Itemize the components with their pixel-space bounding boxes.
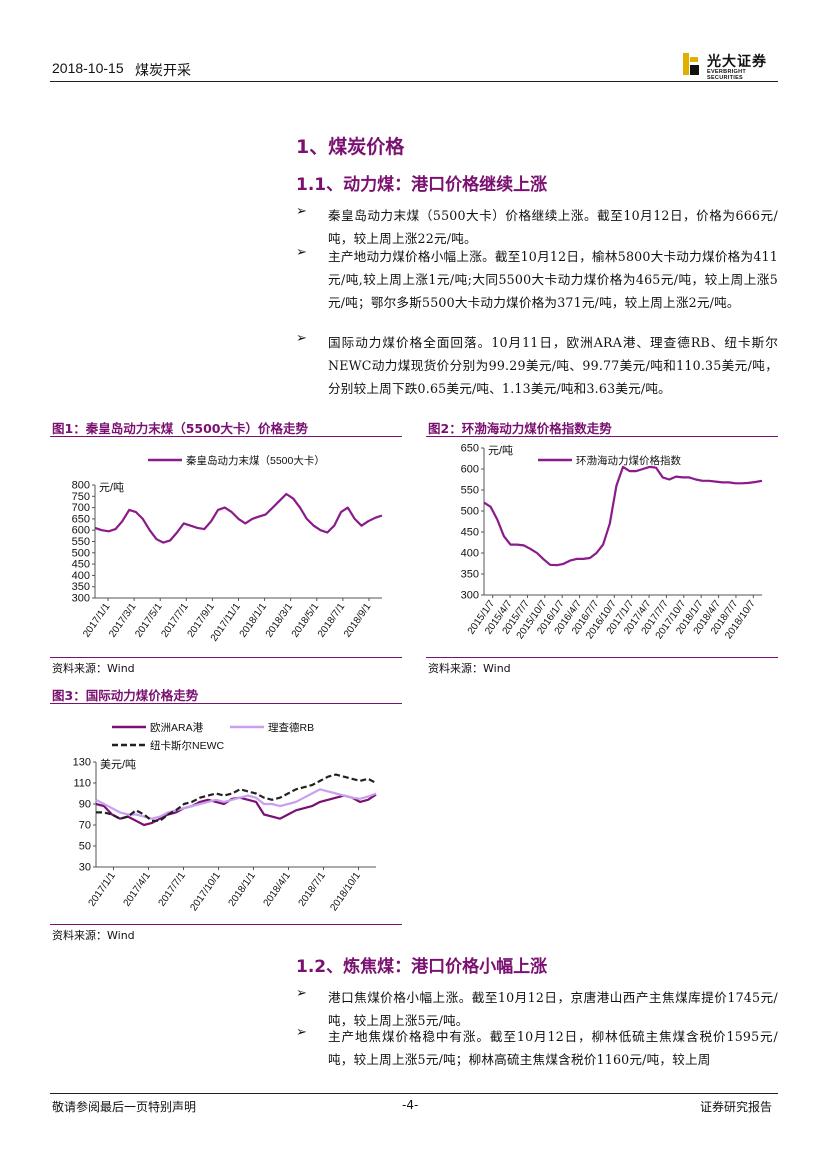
figure-3-title: 图3：国际动力煤价格走势 (52, 688, 199, 703)
chart-bohai-index: 3003504004505005506006502015/1/72015/4/7… (461, 443, 763, 641)
bullet-item: ➢ 秦皇岛动力末煤（5500大卡）价格继续上涨。截至10月12日，价格为666元… (296, 204, 778, 250)
figure-1-bottom-rule (50, 657, 402, 658)
subsection-heading-1-2: 1.2、炼焦煤：港口价格小幅上涨 (296, 957, 548, 977)
y-tick-label: 650 (461, 443, 479, 455)
bullet-arrow-icon: ➢ (296, 331, 307, 346)
y-tick-label: 110 (73, 778, 91, 790)
y-tick-label: 400 (461, 548, 479, 560)
bullet-text: 主产地焦煤价格稳中有涨。截至10月12日，柳林低硫主焦煤含税价1595元/吨，较… (328, 1029, 778, 1067)
bullet-item: ➢ 国际动力煤价格全面回落。10月11日，欧洲ARA港、理查德RB、纽卡斯尔NE… (296, 331, 778, 400)
bullet-text: 主产地动力煤价格小幅上涨。截至10月12日，榆林5800大卡动力煤价格为411元… (328, 249, 778, 310)
figure-1-title: 图1：秦皇岛动力末煤（5500大卡）价格走势 (52, 421, 308, 436)
figure-2-title: 图2：环渤海动力煤价格指数走势 (428, 421, 612, 436)
legend-label: 理查德RB (268, 721, 314, 734)
figure-2-bottom-rule (426, 657, 778, 658)
y-tick-label: 130 (73, 757, 91, 769)
y-tick-label: 700 (72, 502, 90, 514)
x-tick-label: 2018/10/1 (328, 870, 363, 913)
legend-label: 欧洲ARA港 (150, 722, 204, 734)
logo-text-en: EVERBRIGHT SECURITIES (707, 69, 747, 81)
y-tick-label: 800 (72, 480, 90, 492)
bullet-arrow-icon: ➢ (296, 245, 307, 260)
y-tick-label: 90 (79, 799, 91, 811)
y-tick-label: 30 (79, 862, 91, 874)
footer-disclaimer: 敬请参阅最后一页特别声明 (52, 1100, 197, 1114)
figure-1-rule (50, 436, 402, 437)
figure-3-rule (50, 703, 402, 704)
y-tick-label: 450 (72, 559, 90, 571)
subsection-heading-1-1: 1.1、动力煤：港口价格继续上涨 (296, 175, 548, 195)
series-line-2 (96, 773, 377, 822)
company-logo: 光大证券 EVERBRIGHT SECURITIES (683, 51, 783, 81)
bullet-item: ➢ 主产地焦煤价格稳中有涨。截至10月12日，柳林低硫主焦煤含税价1595元/吨… (296, 1025, 778, 1071)
figure-3-bottom-rule (50, 924, 402, 925)
y-tick-label: 350 (72, 581, 90, 593)
x-tick-label: 2018/1/1 (227, 870, 259, 909)
x-tick-label: 2017/1/1 (87, 870, 119, 909)
y-tick-label: 500 (461, 506, 479, 518)
bullet-text: 秦皇岛动力末煤（5500大卡）价格继续上涨。截至10月12日，价格为666元/吨… (328, 208, 778, 246)
chart-qhd-price: 3003504004505005506006507007508002017/1/… (72, 454, 383, 644)
footer-report-type: 证券研究报告 (700, 1100, 773, 1114)
bullet-arrow-icon: ➢ (296, 986, 307, 1001)
industry-name: 煤炭开采 (135, 62, 191, 78)
series-line-0 (483, 465, 763, 567)
x-tick-label: 2018/4/1 (262, 870, 294, 909)
x-tick-label: 2017/7/1 (157, 870, 189, 909)
y-tick-label: 350 (461, 569, 479, 581)
unit-label: 美元/吨 (100, 758, 136, 771)
y-tick-label: 550 (72, 536, 90, 548)
y-tick-label: 750 (72, 491, 90, 503)
y-tick-label: 70 (79, 820, 91, 832)
y-tick-label: 600 (461, 464, 479, 476)
legend-label: 环渤海动力煤价格指数 (576, 454, 681, 467)
x-tick-label: 2017/10/1 (188, 870, 223, 913)
bullet-arrow-icon: ➢ (296, 1025, 307, 1040)
x-tick-label: 2018/9/1 (342, 601, 374, 640)
unit-label: 元/吨 (488, 444, 513, 457)
series-line-0 (94, 492, 383, 544)
figure-2-source: 资料来源：Wind (428, 662, 511, 675)
y-tick-label: 400 (72, 570, 90, 582)
y-tick-label: 500 (72, 547, 90, 559)
header-rule (50, 81, 778, 82)
figure-2-rule (426, 436, 778, 437)
logo-mark-icon (683, 53, 699, 75)
y-tick-label: 550 (461, 485, 479, 497)
legend-label: 纽卡斯尔NEWC (150, 739, 224, 752)
page-number: -4- (402, 1098, 419, 1112)
footer-rule (50, 1093, 778, 1094)
y-tick-label: 650 (72, 513, 90, 525)
y-tick-label: 600 (72, 525, 90, 537)
y-tick-label: 50 (79, 841, 91, 853)
bullet-text: 国际动力煤价格全面回落。10月11日，欧洲ARA港、理查德RB、纽卡斯尔NEWC… (328, 335, 778, 396)
figure-3-source: 资料来源：Wind (52, 929, 135, 942)
x-tick-label: 2017/4/1 (122, 870, 154, 909)
y-tick-label: 300 (72, 593, 90, 605)
bullet-text: 港口焦煤价格小幅上涨。截至10月12日，京唐港山西产主焦煤库提价1745元/吨，… (328, 990, 778, 1028)
bullet-item: ➢ 主产地动力煤价格小幅上涨。截至10月12日，榆林5800大卡动力煤价格为41… (296, 245, 778, 314)
section-heading-1: 1、煤炭价格 (296, 136, 405, 158)
figure-1-source: 资料来源：Wind (52, 662, 135, 675)
bullet-item: ➢ 港口焦煤价格小幅上涨。截至10月12日，京唐港山西产主焦煤库提价1745元/… (296, 986, 778, 1032)
y-tick-label: 300 (461, 590, 479, 602)
logo-text-cn: 光大证券 (707, 54, 767, 70)
x-tick-label: 2018/7/1 (297, 870, 329, 909)
bullet-arrow-icon: ➢ (296, 204, 307, 219)
legend-label: 秦皇岛动力末煤（5500大卡） (186, 454, 325, 467)
unit-label: 元/吨 (99, 481, 124, 494)
y-tick-label: 450 (461, 527, 479, 539)
series-line-1 (95, 788, 377, 820)
report-date: 2018-10-15 (52, 60, 124, 76)
